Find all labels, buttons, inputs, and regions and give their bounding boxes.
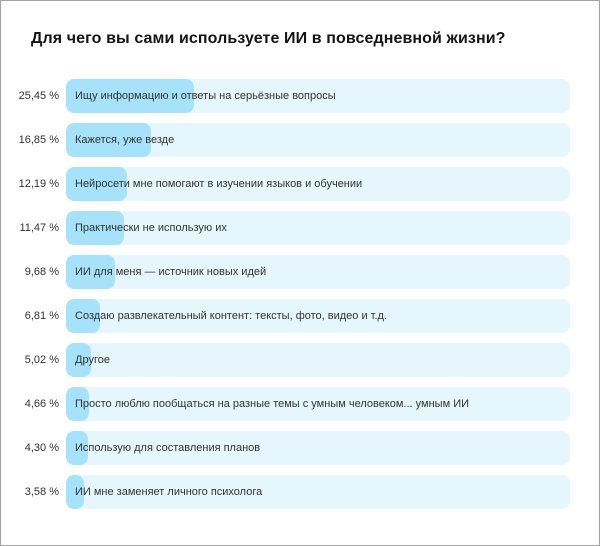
- bar-fill: [66, 211, 124, 245]
- category-label: Кажется, уже везде: [75, 134, 175, 146]
- category-label: ИИ мне заменяет личного психолога: [75, 486, 263, 498]
- bar-row: 11,47 % Практически не использую их: [19, 211, 570, 245]
- value-label: 9,68 %: [24, 266, 59, 278]
- bar-track: Просто люблю пообщаться на разные темы с…: [66, 387, 570, 421]
- bar-track: Другое: [66, 343, 570, 377]
- value-label: 6,81 %: [24, 310, 59, 322]
- bar-row: 9,68 % ИИ для меня — источник новых идей: [21, 255, 570, 289]
- bar-fill: [66, 475, 85, 509]
- bar-fill: [66, 387, 90, 421]
- bar-fill: [66, 167, 128, 201]
- bar-track: ИИ для меня — источник новых идей: [66, 255, 570, 289]
- category-label: Ищу информацию и ответы на серьёзные воп…: [75, 90, 336, 102]
- bar-track: Использую для составления планов: [66, 431, 570, 465]
- category-label: Нейросети мне помогают в изучении языков…: [75, 178, 363, 190]
- value-label: 4,30 %: [24, 442, 59, 454]
- bar-fill: [66, 79, 195, 113]
- bar-row: 5,02 % Другое: [21, 343, 570, 377]
- bar-chart: 25,45 % Ищу информацию и ответы на серьё…: [1, 79, 599, 509]
- bar-fill: [66, 255, 115, 289]
- bar-row: 4,30 % Использую для составления планов: [21, 431, 570, 465]
- bar-track: Ищу информацию и ответы на серьёзные воп…: [66, 79, 570, 113]
- value-label: 4,66 %: [24, 398, 59, 410]
- category-label: Использую для составления планов: [75, 442, 261, 454]
- value-label: 16,85 %: [18, 134, 59, 146]
- bar-fill: [66, 431, 88, 465]
- page-title: Для чего вы сами используете ИИ в повсед…: [31, 30, 506, 47]
- value-label: 5,02 %: [24, 354, 59, 366]
- bar-row: 12,19 % Нейросети мне помогают в изучени…: [18, 167, 570, 201]
- bar-fill: [66, 299, 101, 333]
- bar-track: Кажется, уже везде: [66, 123, 570, 157]
- bar-row: 3,58 % ИИ мне заменяет личного психолога: [21, 475, 570, 509]
- value-label: 3,58 %: [24, 486, 59, 498]
- value-label: 25,45 %: [18, 90, 59, 102]
- bar-track: Создаю развлекательный контент: тексты, …: [66, 299, 570, 333]
- bar-row: 6,81 % Создаю развлекательный контент: т…: [21, 299, 570, 333]
- bar-fill: [66, 343, 92, 377]
- value-label: 11,47 %: [19, 222, 59, 234]
- bar-row: 16,85 % Кажется, уже везде: [18, 123, 570, 157]
- value-label: 12,19 %: [18, 178, 59, 190]
- bar-track: ИИ мне заменяет личного психолога: [66, 475, 570, 509]
- category-label: ИИ для меня — источник новых идей: [75, 266, 267, 278]
- bar-row: 25,45 % Ищу информацию и ответы на серьё…: [18, 79, 570, 113]
- category-label: Просто люблю пообщаться на разные темы с…: [75, 398, 470, 410]
- bar-fill: [66, 123, 151, 157]
- bar-row: 4,66 % Просто люблю пообщаться на разные…: [21, 387, 570, 421]
- bar-track: Практически не использую их: [66, 211, 570, 245]
- category-label: Практически не использую их: [75, 222, 227, 234]
- category-label: Другое: [75, 354, 110, 366]
- bar-track: Нейросети мне помогают в изучении языков…: [66, 167, 570, 201]
- category-label: Создаю развлекательный контент: тексты, …: [75, 310, 388, 322]
